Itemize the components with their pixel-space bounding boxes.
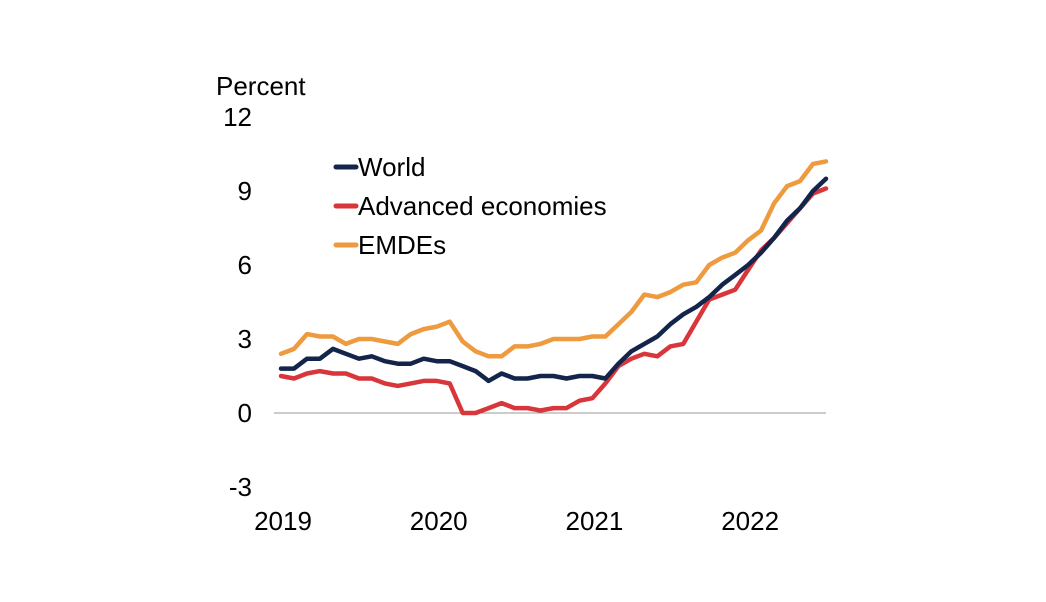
y-tick-label: 12 [223, 102, 252, 132]
series-line-advanced-economies [278, 186, 829, 416]
axes-layer: Percent -3 0 3 6 9 12 2019 2020 2021 2022 [216, 71, 826, 536]
y-tick-label: 9 [238, 176, 252, 206]
x-tick-label: 2022 [721, 506, 779, 536]
legend-label: Advanced economies [358, 191, 607, 221]
legend-label: World [358, 152, 425, 182]
y-tick-label: -3 [229, 472, 252, 502]
y-tick-label: 6 [238, 250, 252, 280]
x-tick-label: 2021 [566, 506, 624, 536]
series-layer [278, 159, 829, 416]
legend: World Advanced economies EMDEs [333, 152, 607, 260]
y-tick-label: 3 [238, 324, 252, 354]
legend-label: EMDEs [358, 230, 446, 260]
x-tick-label: 2019 [254, 506, 312, 536]
series-line-world [278, 176, 829, 384]
x-tick-label: 2020 [410, 506, 468, 536]
y-tick-label: 0 [238, 398, 252, 428]
series-line-emdes [278, 159, 829, 359]
y-axis-title: Percent [216, 71, 306, 101]
